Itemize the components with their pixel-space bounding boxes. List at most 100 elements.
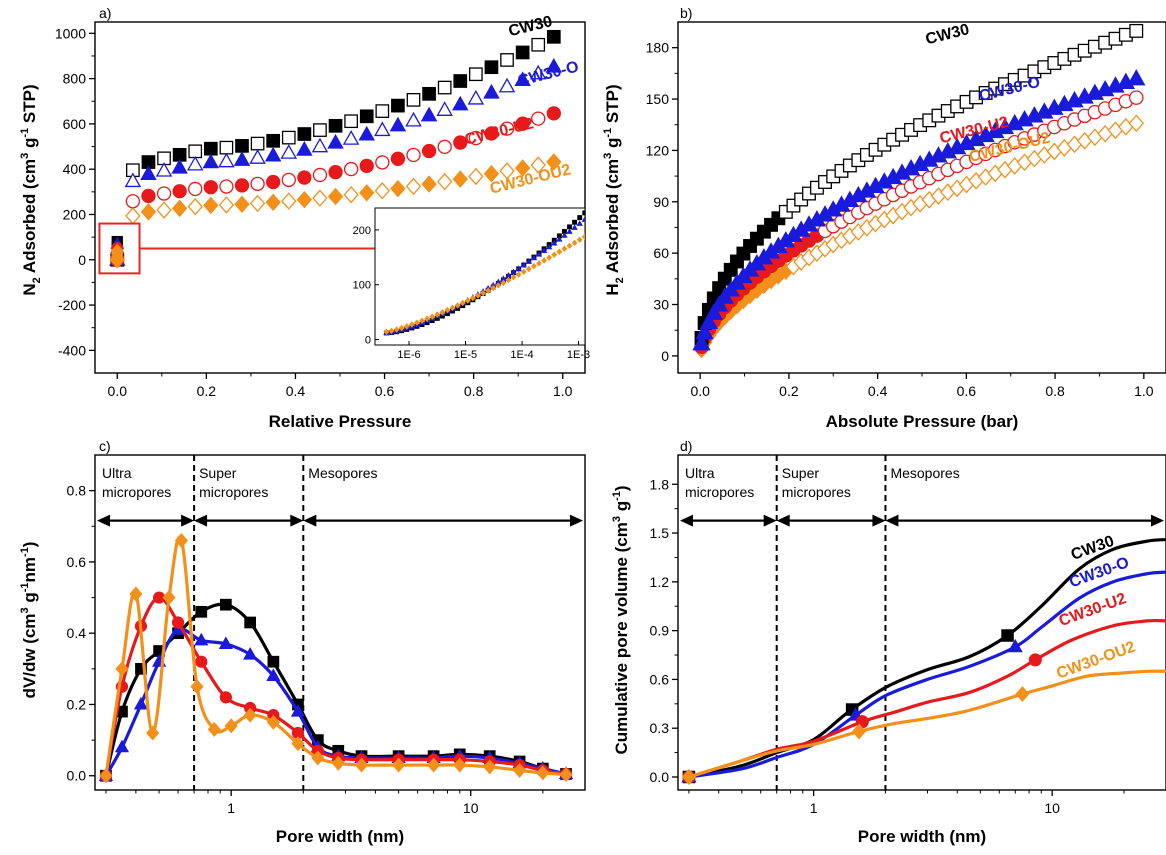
data-point [234, 178, 250, 193]
y-tick-label: 120 [646, 142, 670, 158]
inset-data-point [398, 324, 405, 332]
inset-data-point [510, 274, 517, 281]
plot-area [109, 29, 563, 269]
region-label: micropores [199, 484, 268, 500]
data-point [171, 199, 188, 218]
data-point [99, 768, 113, 784]
data-point [203, 141, 218, 156]
data-point [219, 691, 232, 704]
data-point [427, 757, 441, 773]
inset-data-point [566, 228, 573, 234]
data-point [545, 57, 563, 73]
inset-data-point [571, 224, 578, 230]
y-tick-label: 0.8 [67, 483, 87, 499]
data-point [281, 192, 297, 210]
data-point [235, 139, 249, 153]
panel-b: b) 0.0 0.2 0.4 0.6 0.8 1.0 0 30 60 90 120 150 180 Abso… [602, 5, 1166, 431]
region-label: Mesopores [308, 465, 377, 481]
y-axis-label: Cumulative pore volume (cm3 g-1) [611, 485, 631, 754]
y-label-part: ) [612, 485, 631, 491]
data-point [452, 170, 468, 188]
data-point [266, 133, 281, 148]
inset-data-point [520, 261, 527, 268]
data-point [468, 130, 484, 146]
inset-data-point [556, 235, 563, 242]
data-point [243, 707, 257, 723]
inset-area [383, 210, 585, 336]
series-CW30-OU2 [99, 533, 573, 784]
inset-data-point [561, 232, 568, 238]
plot-area [692, 23, 1146, 359]
data-point [546, 153, 562, 171]
x-tick-label: 1.0 [553, 383, 573, 399]
data-point [218, 196, 235, 214]
data-point [267, 655, 280, 668]
data-point [405, 177, 422, 196]
data-point [437, 80, 452, 95]
plot-frame [677, 454, 1166, 791]
data-point [146, 725, 160, 741]
inset-data-point [475, 292, 481, 299]
y-label-part: nm [20, 557, 39, 583]
data-point [233, 151, 251, 166]
inset: 1E-6 1E-5 1E-4 1E-3 0 100 200 [353, 207, 590, 361]
y-tick-label: 1000 [55, 25, 86, 41]
series-CW30-U2 [99, 591, 573, 782]
y-label-part: Adsorbed (cm [20, 159, 39, 277]
region-arrow-head [303, 514, 317, 527]
data-point [704, 303, 723, 320]
data-point [195, 605, 208, 618]
y-label-part: g [20, 138, 39, 153]
inset-frame [374, 207, 586, 346]
data-point [695, 322, 714, 340]
data-point [344, 114, 358, 129]
data-point [453, 135, 468, 150]
y-label-part: -1 [602, 128, 614, 138]
data-point [296, 190, 313, 209]
inset-y-tick-label: 200 [353, 225, 371, 237]
region-arrow-head [570, 514, 583, 527]
data-point [250, 176, 265, 192]
x-tick-label: 1 [227, 800, 235, 816]
y-label-part: 2 [31, 277, 43, 283]
x-tick-label: 0.2 [779, 383, 799, 399]
data-point [291, 736, 305, 752]
data-point [421, 143, 437, 159]
data-point [529, 64, 547, 80]
inset-data-point [505, 276, 512, 284]
data-point [207, 721, 221, 737]
region-arrow-head [181, 514, 195, 527]
data-point [390, 151, 406, 166]
data-point [453, 74, 468, 88]
inset-x-tick-label: 1E-3 [567, 349, 590, 361]
x-tick-label: 1.0 [1134, 383, 1154, 399]
data-point [162, 590, 176, 606]
y-label-part: STP) [603, 84, 622, 127]
x-tick-label: 0.6 [375, 383, 395, 399]
data-point [358, 125, 375, 141]
series-CW30-U2 [694, 90, 1144, 355]
y-tick-label: 0 [661, 348, 669, 364]
data-point [244, 616, 257, 629]
inset-data-point [444, 306, 451, 314]
y-label-part: 3 [19, 607, 31, 613]
region-arrow-head [776, 514, 790, 527]
data-point [266, 174, 281, 190]
inset-data-point [515, 271, 522, 278]
x-tick-label: 0.4 [286, 383, 306, 399]
series-line [688, 669, 1166, 779]
data-point [125, 207, 141, 225]
data-point [224, 718, 238, 734]
inset-data-point [510, 268, 517, 275]
inset-data-point [576, 236, 583, 244]
data-point [1127, 69, 1146, 86]
data-point [219, 140, 234, 155]
data-point [290, 704, 306, 717]
x-axis-label: Absolute Pressure (bar) [826, 412, 1019, 431]
data-point [406, 93, 421, 107]
x-tick-label: 0.2 [197, 383, 217, 399]
region-arrow-head [97, 514, 110, 527]
inset-data-point [545, 243, 553, 250]
y-axis-label: dV/dw (cm3 g-1nm-1) [19, 542, 39, 699]
data-point [133, 696, 149, 710]
